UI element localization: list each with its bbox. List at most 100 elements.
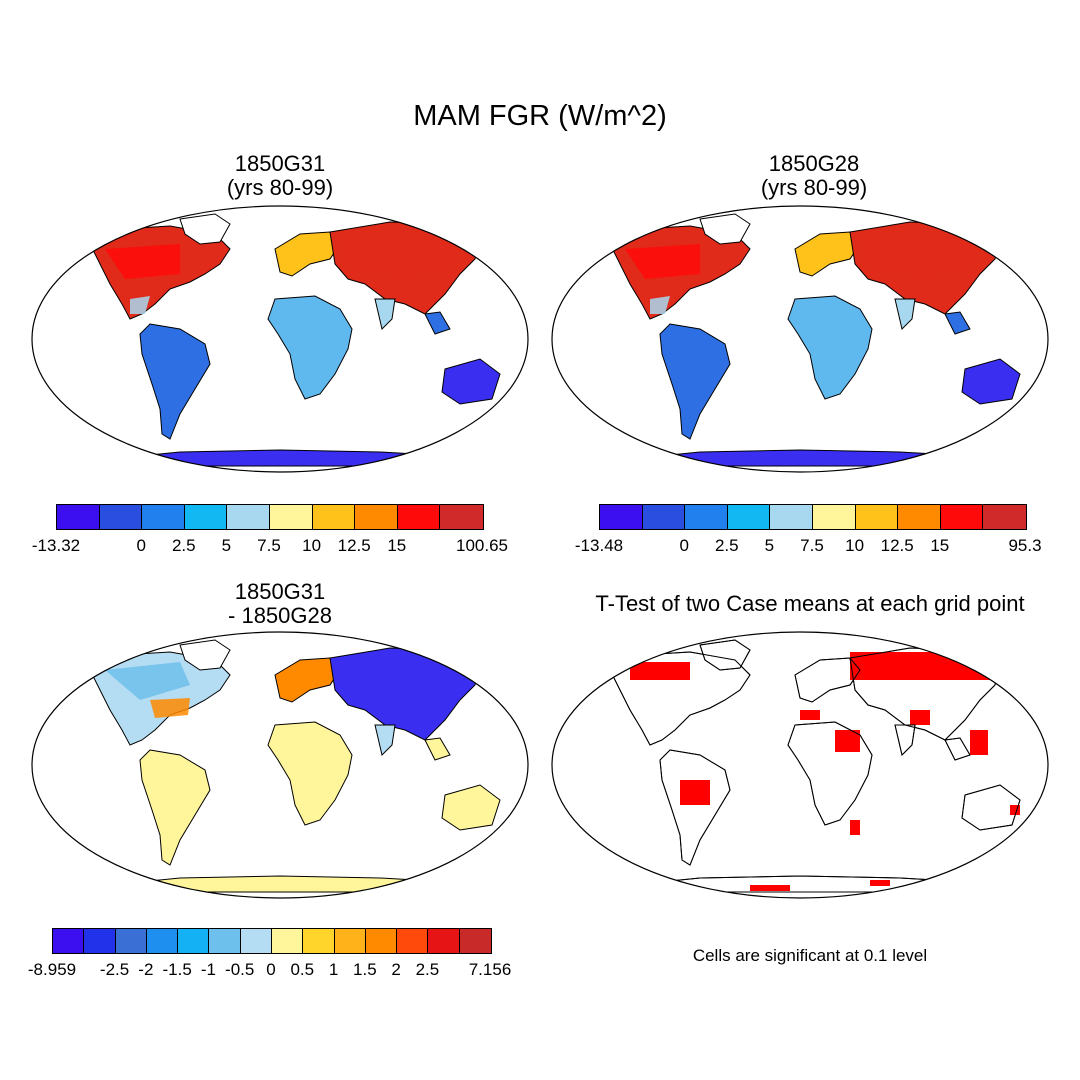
colorbar-swatch xyxy=(142,505,185,529)
significant-cells xyxy=(750,885,790,891)
colorbar-swatch xyxy=(428,929,460,953)
colorbar-bottom-left xyxy=(52,928,492,954)
colorbar-tick-label: -1.5 xyxy=(162,960,192,979)
coastline xyxy=(944,737,971,761)
significant-cells xyxy=(850,820,860,835)
colorbar-swatch xyxy=(99,505,143,529)
colorbar-swatch xyxy=(898,505,941,529)
colorbar-tick-label: -1 xyxy=(200,960,216,979)
colorbar-tick-label: 2 xyxy=(391,960,401,979)
colorbar-tick-label: 7.5 xyxy=(800,536,824,555)
coastline xyxy=(787,721,873,826)
panel-title-bottom-right: T-Test of two Case means at each grid po… xyxy=(540,592,1080,616)
significant-cells xyxy=(850,652,990,680)
colorbar-swatch xyxy=(178,929,210,953)
colorbar-tick-label: 1 xyxy=(328,960,339,979)
colorbar-swatch xyxy=(227,505,270,529)
continent-india xyxy=(374,724,396,756)
colorbar-tick-label: 12.5 xyxy=(880,536,914,555)
map-frame xyxy=(551,205,1049,473)
coastline xyxy=(961,784,1021,831)
map-frame xyxy=(551,631,1049,899)
continent-seAsia xyxy=(944,311,971,335)
continent-greenland xyxy=(179,639,231,671)
continent-southAmerica xyxy=(659,323,731,440)
panel-title-line2: - 1850G28 xyxy=(228,603,332,628)
colorbar-tick-label: 5 xyxy=(764,536,775,555)
field-patch xyxy=(340,239,460,279)
coastline xyxy=(609,651,751,746)
field-patch xyxy=(105,244,180,279)
continent-europe xyxy=(794,231,861,277)
panel-title-bottom-left: 1850G31 - 1850G28 xyxy=(140,580,420,628)
colorbar-swatch xyxy=(84,929,116,953)
continent-southAmerica xyxy=(139,749,211,866)
continent-africa xyxy=(267,295,353,400)
colorbar-tick-label: -8.959 xyxy=(27,960,77,979)
colorbar-tick-label: 2.5 xyxy=(171,536,196,555)
coastline xyxy=(894,724,916,756)
map-frame xyxy=(31,631,529,899)
colorbar-swatch xyxy=(397,505,441,529)
colorbar-swatch xyxy=(355,505,398,529)
colorbar-tick-label: 95.3 xyxy=(1008,536,1042,555)
colorbar-swatch xyxy=(115,929,147,953)
colorbar-tick-label: 10 xyxy=(302,536,322,555)
continent-africa xyxy=(787,295,873,400)
colorbar-tick-label: 2.5 xyxy=(415,960,440,979)
coastline xyxy=(794,657,861,703)
coastline xyxy=(699,639,751,671)
figure-title: MAM FGR (W/m^2) xyxy=(413,100,667,132)
panel-title-line1: 1850G31 xyxy=(234,579,326,604)
continent-australia xyxy=(441,784,501,831)
panel-title-line2: (yrs 80-99) xyxy=(760,175,868,200)
map-panel-top-right xyxy=(551,205,1049,473)
colorbar-swatch xyxy=(209,929,241,953)
panel-title-line2: (yrs 80-99) xyxy=(226,175,334,200)
colorbar-top-left xyxy=(56,504,484,530)
colorbar-swatch xyxy=(365,929,398,953)
colorbar-swatch xyxy=(334,929,366,953)
continent-australia xyxy=(961,358,1021,405)
colorbar-swatch xyxy=(459,929,491,953)
field-patch xyxy=(625,244,700,279)
colorbar-tick-label: 7.5 xyxy=(257,536,281,555)
colorbar-swatch xyxy=(940,505,984,529)
field-patch xyxy=(860,239,980,279)
colorbar-swatch xyxy=(642,505,686,529)
significant-cells xyxy=(800,710,820,720)
continent-europe xyxy=(274,231,341,277)
continent-antarctica xyxy=(609,449,991,467)
colorbar-tick-label: 0 xyxy=(266,960,276,979)
colorbar-swatch xyxy=(312,505,356,529)
colorbar-swatch xyxy=(440,505,483,529)
colorbar-tick-label: 7.156 xyxy=(468,960,512,979)
field-patch xyxy=(650,296,670,314)
colorbar-tick-label: -0.5 xyxy=(225,960,255,979)
panel-title-top-left: 1850G31 (yrs 80-99) xyxy=(140,152,420,200)
significant-cells xyxy=(1010,805,1020,815)
continent-europe xyxy=(274,657,341,703)
colorbar-tick-label: 100.65 xyxy=(456,536,508,555)
continent-australia xyxy=(441,358,501,405)
continent-seAsia xyxy=(424,311,451,335)
continent-antarctica xyxy=(609,875,991,893)
continent-seAsia xyxy=(424,737,451,761)
colorbar-swatch xyxy=(600,505,643,529)
colorbar-tick-label: 12.5 xyxy=(337,536,371,555)
colorbar-tick-label: 5 xyxy=(221,536,232,555)
continent-africa xyxy=(267,721,353,826)
colorbar-swatch xyxy=(770,505,813,529)
colorbar-swatch xyxy=(146,929,179,953)
significant-cells xyxy=(970,730,988,755)
colorbar-swatch xyxy=(397,929,429,953)
field-patch xyxy=(105,662,190,700)
significant-cells xyxy=(870,880,890,886)
map-panel-bottom-left xyxy=(31,631,529,899)
colorbar-labels-top-right: -13.48 0 2.5 5 7.5 10 12.5 15 95.3 xyxy=(575,536,1042,556)
significant-cells xyxy=(630,662,690,680)
continent-greenland xyxy=(179,213,231,245)
colorbar-tick-label: 0 xyxy=(136,536,146,555)
panel-title-line1: 1850G28 xyxy=(768,151,860,176)
colorbar-tick-label: 0 xyxy=(679,536,689,555)
